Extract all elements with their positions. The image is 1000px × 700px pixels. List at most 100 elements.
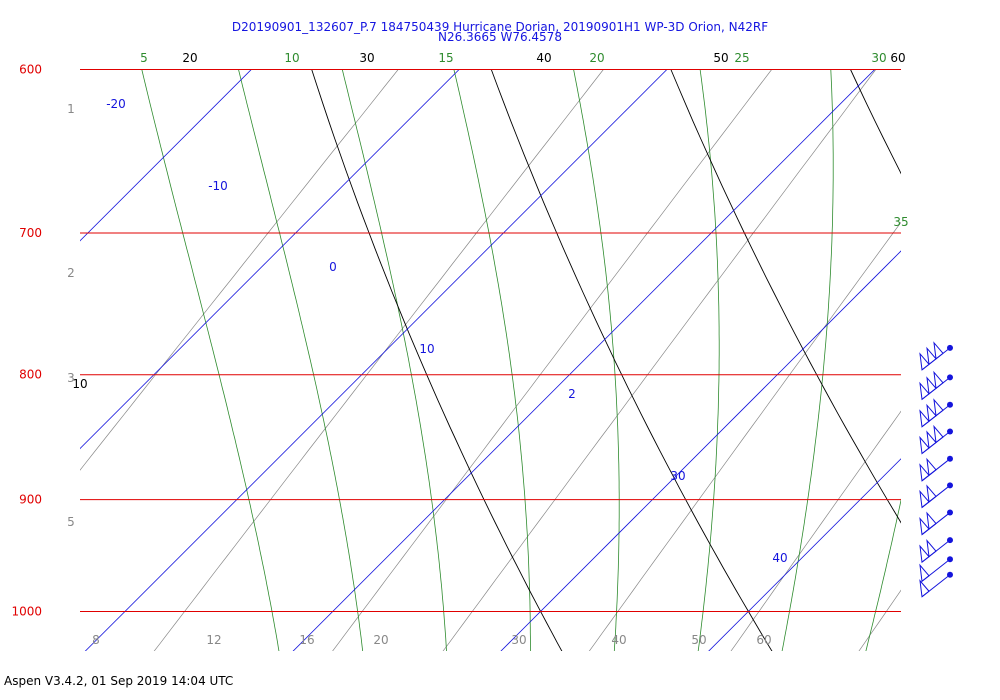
wind-barb-pennant [933,424,944,444]
wind-barb-pennant [933,398,944,417]
mixing-ratio-label: 40 [611,633,626,647]
height-km-label: 2 [67,266,75,280]
isotherms [0,34,901,664]
dry-adiabat-label: 40 [536,51,551,65]
mixing-ratio-lines [80,34,1000,664]
pressure-label: 600 [19,63,42,77]
dry-adiabats [311,69,901,651]
footer-version-text: Aspen V3.4.2, 01 Sep 2019 14:04 UTC [4,674,234,688]
moist-adiabat-label: 10 [284,51,299,65]
trace-marker-label: 2 [568,387,576,401]
mixing-ratio-label: 30 [511,633,526,647]
isotherm-label: 10 [419,342,434,356]
mixing-ratio-label: 12 [206,633,221,647]
wind-barb-pennant [933,370,944,390]
moist-adiabat-line [341,69,447,651]
isotherm-label: -10 [208,179,228,193]
isotherm-label: 30 [670,469,685,483]
isotherm-line [292,69,876,651]
moist-adiabats [141,69,901,651]
wind-barb-pennant [919,579,930,598]
pressure-label: 800 [19,368,42,382]
mixing-ratio-label: 20 [373,633,388,647]
mixing-ratio-line [442,69,877,651]
dry-adiabat-line [849,69,901,175]
chart-title-line1: D20190901_132607_P.7 184750439 Hurricane… [231,20,769,34]
wind-barb-pennant [926,403,937,423]
wind-barb [919,571,953,598]
sounding-traces: 2 [568,387,576,401]
isobars [80,69,901,612]
moist-adiabat-line [453,69,531,651]
wind-barbs [919,341,953,598]
wind-barb-pennant [919,516,930,536]
wind-barb-pennant [926,511,937,530]
dry-adiabat-label: 10 [72,377,87,391]
dry-adiabat-label: 20 [182,51,197,65]
moist-adiabat-label: 30 [871,51,886,65]
mixing-ratio-label: 16 [299,633,314,647]
wind-barb-pennant [926,484,937,503]
dry-adiabat-line [670,69,901,524]
moist-adiabat-line [573,69,620,651]
mixing-ratio-label: 60 [756,633,771,647]
moist-adiabat-line [237,69,364,651]
dry-adiabat-label: 60 [890,51,905,65]
moist-adiabat-label: 15 [438,51,453,65]
moist-adiabat-label: 5 [140,51,148,65]
moist-adiabat-line [781,69,834,651]
isotherm-label: 40 [772,551,787,565]
isotherm-line [80,69,253,242]
isotherm-line [708,458,901,651]
pressure-label: 1000 [11,604,42,618]
mixing-ratio-label: 50 [691,633,706,647]
moist-adiabat-line [141,69,280,651]
wind-barb-pennant [926,430,937,449]
mixing-ratio-line [945,34,1000,664]
dry-adiabat-line [490,69,773,651]
dry-adiabat-label: 50 [713,51,728,65]
wind-barb-pennant [926,376,937,395]
moist-adiabat-label: 25 [734,51,749,65]
wind-barb-pennant [919,381,930,401]
wind-barb-pennant [919,409,930,428]
wind-barb [919,341,953,371]
wind-barb [919,398,953,428]
mixing-ratio-line [80,69,400,471]
mixing-ratio-line [332,69,773,651]
wind-barb [919,482,953,509]
wind-barb-pennant [919,463,930,482]
isotherm-line [0,34,79,664]
moist-adiabat-label: 20 [589,51,604,65]
mixing-ratio-line [153,69,605,651]
wind-barb-pennant [919,489,930,509]
pressure-label: 700 [19,226,42,240]
wind-barb-pennant [933,341,944,360]
wind-barb-pennant [926,457,937,477]
wind-barb-pennant [919,352,930,371]
dry-adiabat-label: 30 [359,51,374,65]
wind-barb [919,370,953,401]
mixing-ratio-line [858,589,901,651]
isotherm-line [84,69,668,651]
height-km-label: 3 [67,371,75,385]
wind-barb [919,556,953,583]
dry-adiabat-line [311,69,563,651]
wind-barb [919,537,953,564]
wind-barb-pennant [919,563,930,583]
isotherm-label: 0 [329,260,337,274]
wind-barb-pennant [919,544,930,564]
mixing-ratio-label: 8 [92,633,100,647]
moist-adiabat-line [865,498,901,651]
wind-barb-pennant [919,435,930,455]
isotherm-line [500,250,901,651]
wind-barb [919,509,953,536]
wind-barb [919,424,953,455]
moist-adiabat-label: 35 [893,215,908,229]
height-km-label: 1 [67,102,75,116]
wind-barb-pennant [926,539,937,558]
pressure-label: 900 [19,493,42,507]
chart-title-line2: N26.3665 W76.4578 [438,30,562,44]
